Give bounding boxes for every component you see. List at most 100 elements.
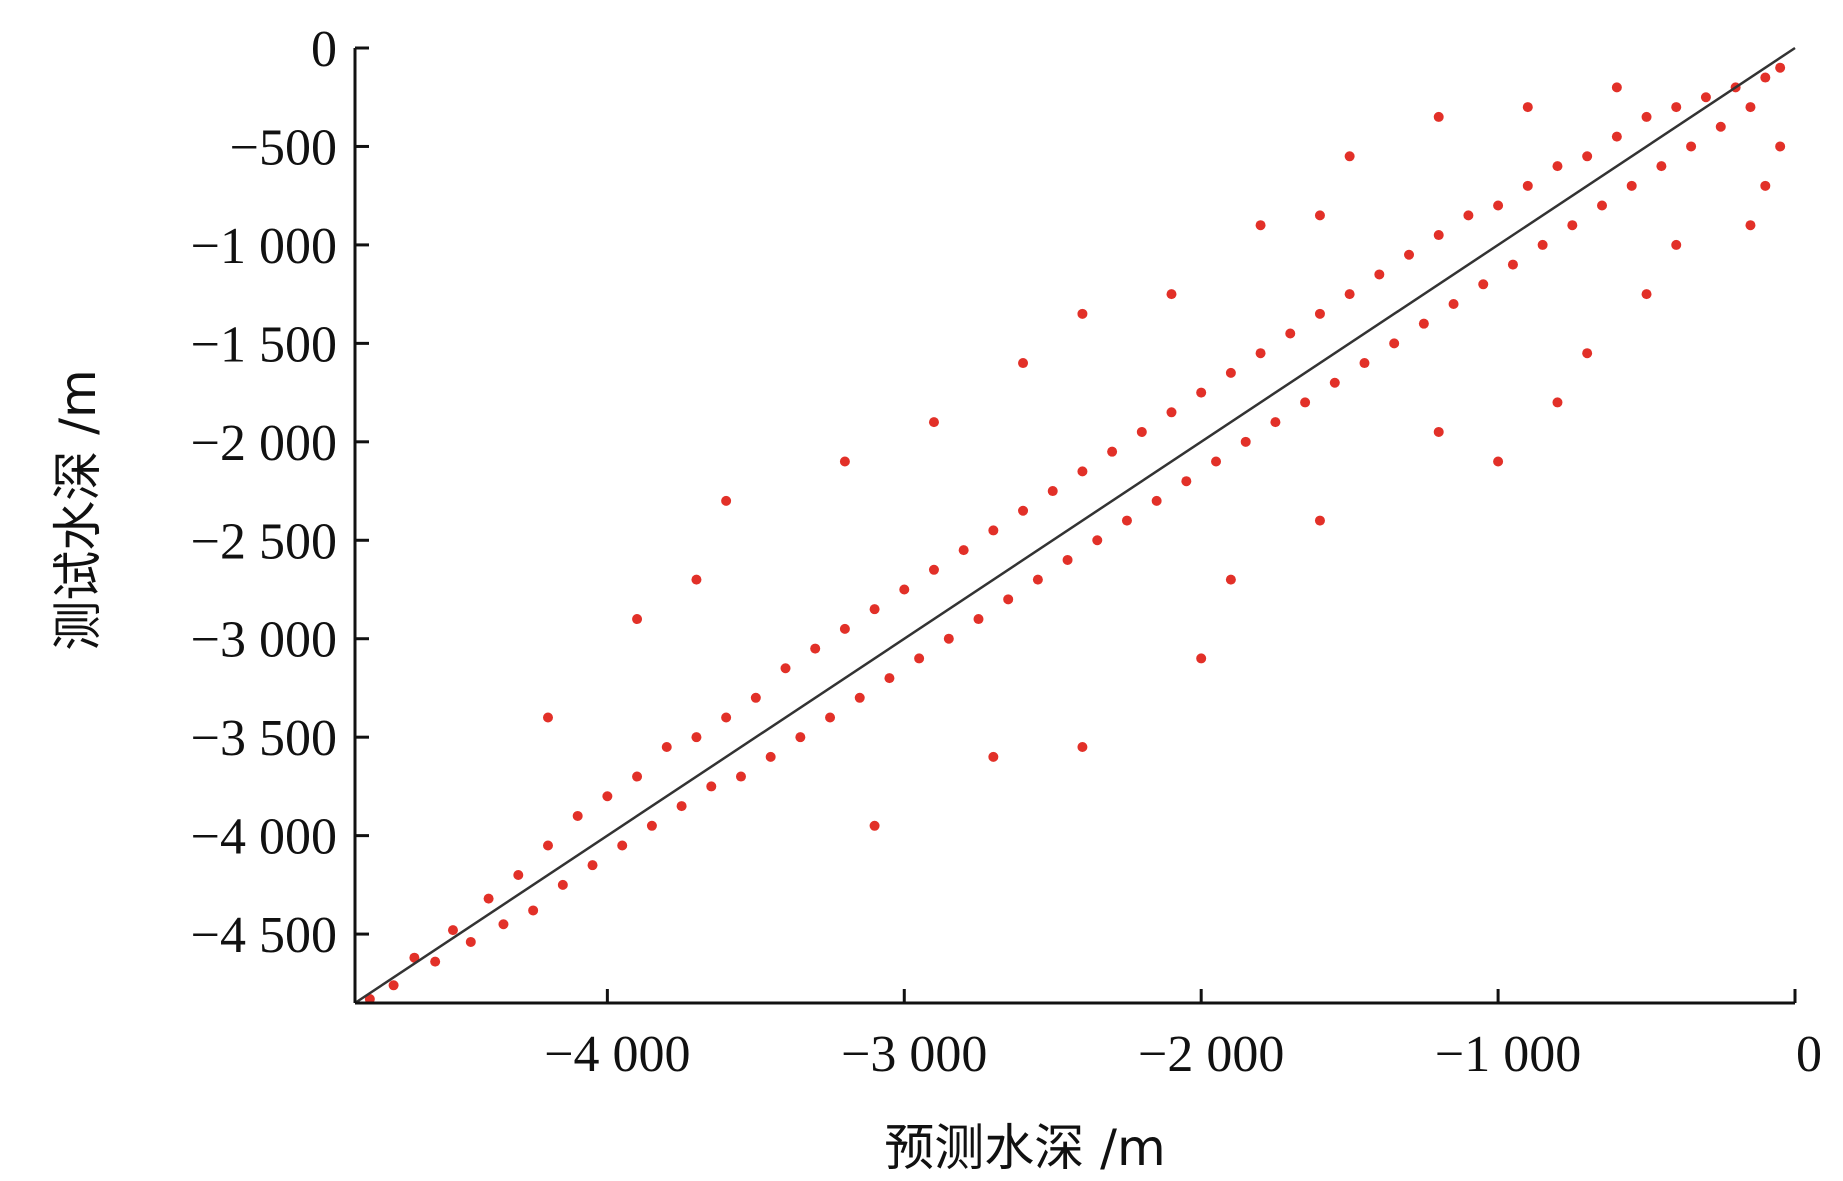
data-point (498, 919, 509, 930)
data-point (388, 980, 399, 991)
data-point (1552, 397, 1563, 408)
reference-line-layer (354, 46, 1796, 1005)
data-point (661, 742, 672, 753)
axes-layer: 0 −500 −1 000 −1 500 −2 000 −2 500 −3 000 −3 50… (191, 21, 1822, 1083)
data-point (1389, 338, 1400, 349)
data-point (1418, 318, 1429, 329)
data-point (1077, 308, 1088, 319)
data-point (602, 791, 613, 802)
data-point (1611, 82, 1622, 93)
data-point (1166, 289, 1177, 300)
data-point (735, 771, 746, 782)
y-tick-label: −4 500 (191, 907, 337, 964)
data-point (1003, 594, 1014, 605)
data-point (617, 840, 628, 851)
data-point (557, 879, 568, 890)
data-point (1181, 476, 1192, 487)
data-point (1626, 180, 1637, 191)
data-point (1641, 111, 1652, 122)
y-tick-label: −2 500 (191, 513, 337, 570)
data-point (1760, 180, 1771, 191)
y-tick-label: −2 000 (191, 415, 337, 472)
reference-line (354, 46, 1796, 1005)
y-tick-label: −500 (230, 119, 337, 176)
data-point (1300, 397, 1311, 408)
data-point (1329, 377, 1340, 388)
x-tick-label: −1 000 (1435, 1026, 1581, 1083)
data-point (409, 952, 420, 963)
x-tick-label: −3 000 (841, 1026, 987, 1083)
data-point (1537, 239, 1548, 250)
data-point (839, 456, 850, 467)
data-point (632, 771, 643, 782)
data-point (1448, 298, 1459, 309)
data-point (1656, 161, 1667, 172)
data-point (884, 673, 895, 684)
data-point (1285, 328, 1296, 339)
y-tick-label: −3 500 (191, 710, 337, 767)
data-point (839, 623, 850, 634)
x-tick-label: −2 000 (1138, 1026, 1284, 1083)
data-point (1136, 426, 1147, 437)
data-point (1493, 456, 1504, 467)
data-point (721, 495, 732, 506)
data-point (587, 860, 598, 871)
data-point (780, 663, 791, 674)
data-point (1255, 348, 1266, 359)
data-point (810, 643, 821, 654)
data-point (1404, 249, 1415, 260)
data-point (721, 712, 732, 723)
y-tick-label: −1 500 (191, 316, 337, 373)
data-point (542, 840, 553, 851)
data-point (447, 925, 458, 936)
data-point (988, 525, 999, 536)
data-point (1597, 200, 1608, 211)
data-point (1463, 210, 1474, 221)
data-point (691, 574, 702, 585)
data-point (988, 751, 999, 762)
data-point (1641, 289, 1652, 300)
points-layer (364, 62, 1786, 1005)
data-point (1522, 180, 1533, 191)
data-point (528, 905, 539, 916)
data-point (465, 936, 476, 947)
data-point (1611, 131, 1622, 142)
y-axis-title: 测试水深 /m (49, 369, 107, 650)
data-point (513, 870, 524, 881)
data-point (973, 614, 984, 625)
data-point (869, 820, 880, 831)
data-point (1582, 348, 1593, 359)
data-point (430, 956, 441, 967)
data-point (1775, 62, 1786, 73)
data-point (765, 751, 776, 762)
data-point (1314, 210, 1325, 221)
x-tick-label: −4 000 (544, 1026, 690, 1083)
data-point (1077, 742, 1088, 753)
data-point (750, 692, 761, 703)
data-point (1211, 456, 1222, 467)
data-point (1047, 486, 1058, 497)
x-axis-title: 预测水深 /m (884, 1119, 1165, 1177)
data-point (1018, 505, 1029, 516)
data-point (958, 545, 969, 556)
data-point (1344, 151, 1355, 162)
data-point (1018, 358, 1029, 369)
data-point (1225, 574, 1236, 585)
data-point (1775, 141, 1786, 152)
data-point (1151, 495, 1162, 506)
data-point (1433, 230, 1444, 241)
data-point (646, 820, 657, 831)
data-point (1507, 259, 1518, 270)
data-point (1314, 308, 1325, 319)
data-point (1077, 466, 1088, 477)
data-point (869, 604, 880, 615)
data-point (854, 692, 865, 703)
data-point (1359, 358, 1370, 369)
data-point (1255, 220, 1266, 231)
data-point (943, 633, 954, 644)
data-point (1196, 387, 1207, 398)
data-point (483, 893, 494, 904)
data-point (1493, 200, 1504, 211)
data-point (572, 810, 583, 821)
